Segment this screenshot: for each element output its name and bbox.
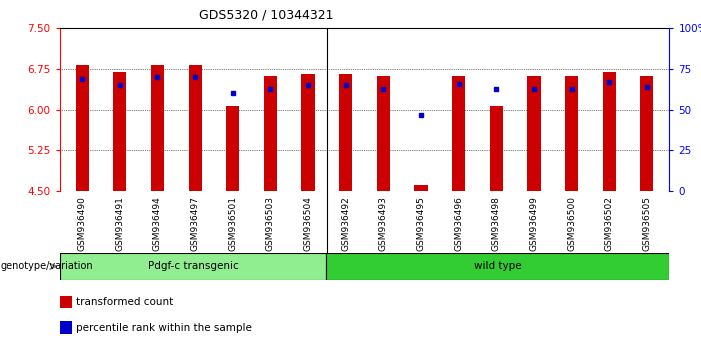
Text: GSM936497: GSM936497 xyxy=(191,196,200,251)
Text: GSM936504: GSM936504 xyxy=(304,196,313,251)
Bar xyxy=(527,76,540,191)
Text: GSM936491: GSM936491 xyxy=(116,196,124,251)
Bar xyxy=(264,75,277,191)
Text: Pdgf-c transgenic: Pdgf-c transgenic xyxy=(148,261,238,272)
Text: GSM936505: GSM936505 xyxy=(642,196,651,251)
Text: GSM936495: GSM936495 xyxy=(416,196,426,251)
Text: percentile rank within the sample: percentile rank within the sample xyxy=(76,322,252,332)
Bar xyxy=(189,65,202,191)
Bar xyxy=(76,65,89,191)
Bar xyxy=(60,321,72,334)
Text: wild type: wild type xyxy=(474,261,522,272)
Text: GSM936498: GSM936498 xyxy=(492,196,501,251)
Text: GSM936502: GSM936502 xyxy=(605,196,613,251)
Bar xyxy=(114,72,126,191)
Text: genotype/variation: genotype/variation xyxy=(1,261,93,272)
Text: GSM936499: GSM936499 xyxy=(529,196,538,251)
Bar xyxy=(301,74,315,191)
Bar xyxy=(60,296,72,308)
Bar xyxy=(376,76,390,191)
Text: GSM936493: GSM936493 xyxy=(379,196,388,251)
Bar xyxy=(60,253,327,280)
Text: GSM936496: GSM936496 xyxy=(454,196,463,251)
Bar xyxy=(226,106,239,191)
Bar xyxy=(151,65,164,191)
Bar xyxy=(603,72,615,191)
Text: GSM936492: GSM936492 xyxy=(341,196,350,251)
Text: GSM936494: GSM936494 xyxy=(153,196,162,251)
Bar xyxy=(339,74,353,191)
Bar xyxy=(565,76,578,191)
Text: GSM936490: GSM936490 xyxy=(78,196,87,251)
Bar xyxy=(327,253,669,280)
Text: transformed count: transformed count xyxy=(76,297,174,307)
Bar xyxy=(414,185,428,191)
Bar xyxy=(490,106,503,191)
Text: GSM936500: GSM936500 xyxy=(567,196,576,251)
Text: GSM936503: GSM936503 xyxy=(266,196,275,251)
Bar xyxy=(640,76,653,191)
Bar xyxy=(452,76,465,191)
Text: GSM936501: GSM936501 xyxy=(229,196,237,251)
Text: GDS5320 / 10344321: GDS5320 / 10344321 xyxy=(199,9,334,22)
